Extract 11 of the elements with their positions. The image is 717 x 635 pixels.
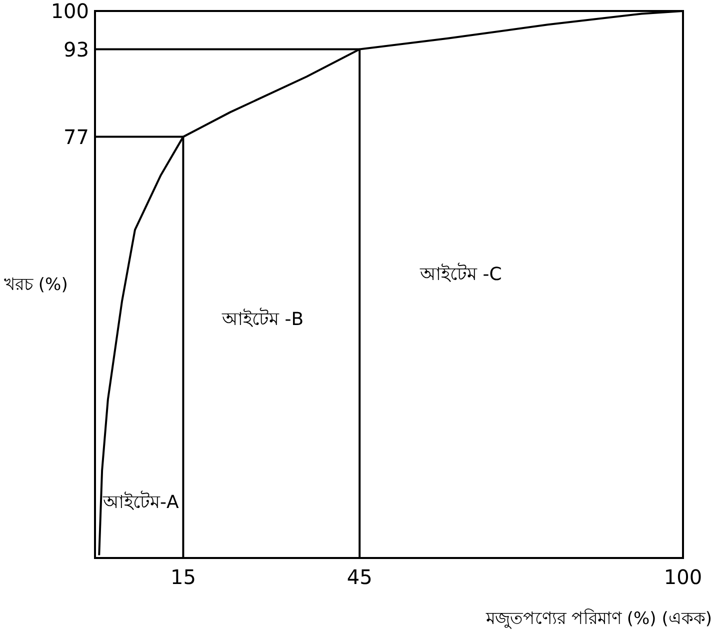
x-tick-label: 15 — [170, 565, 196, 589]
annotation: আইটেম-A — [102, 491, 180, 513]
y-tick-label: 100 — [50, 0, 89, 23]
x-tick-label: 45 — [346, 565, 372, 589]
x-tick-label: 100 — [664, 565, 702, 589]
annotation: আইটেম -B — [221, 308, 304, 330]
annotation: আইটেম -C — [419, 263, 502, 285]
x-axis-title: মজুতপণ্যের পরিমাণ (%) (একক) — [485, 608, 712, 629]
y-tick-label: 77 — [64, 124, 89, 149]
y-axis-title: খরচ (%) — [4, 275, 68, 295]
y-tick-label: 93 — [64, 37, 89, 62]
